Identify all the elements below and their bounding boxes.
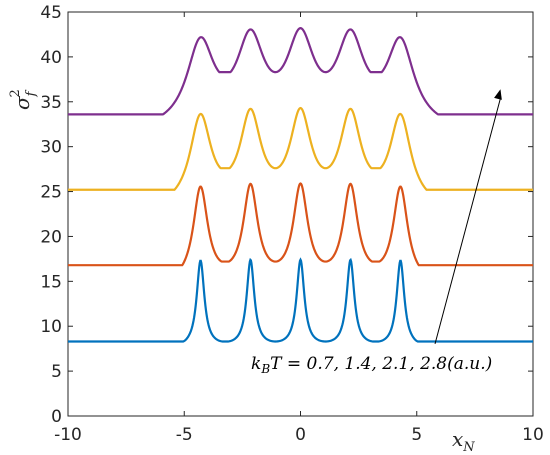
series-line-0.7 bbox=[68, 257, 533, 343]
annotation-text: kBT = 0.7, 1.4, 2.1, 2.8(a.u.) bbox=[251, 354, 492, 376]
y-tick-label: 30 bbox=[40, 138, 62, 158]
x-tick-label: -10 bbox=[54, 425, 82, 445]
y-tick-label: 5 bbox=[51, 362, 62, 382]
annotation-arrow bbox=[434, 98, 501, 345]
y-tick-label: 25 bbox=[40, 183, 62, 203]
temperature-annotation: kBT = 0.7, 1.4, 2.1, 2.8(a.u.) bbox=[251, 89, 502, 376]
x-axis-label: xN bbox=[452, 427, 475, 455]
x-axis-label-sub: N bbox=[462, 440, 475, 455]
y-tick-label: 35 bbox=[40, 93, 62, 113]
y-axis-label-sub: f bbox=[24, 89, 39, 97]
series-line-2.1 bbox=[68, 106, 533, 191]
axes: 0 5 10 15 20 25 30 35 40 45 -10 -5 0 5 10 bbox=[40, 3, 543, 445]
y-tick-label: 15 bbox=[40, 272, 62, 292]
x-tick-label: 10 bbox=[522, 425, 544, 445]
y-tick-label: 20 bbox=[40, 227, 62, 247]
y-axis-label: σf2 bbox=[8, 89, 39, 110]
y-tick-label: 0 bbox=[51, 407, 62, 427]
x-tick-label: 0 bbox=[295, 425, 306, 445]
plot-area bbox=[67, 11, 534, 417]
annotation-arrow-head bbox=[494, 89, 502, 100]
y-tick-label: 10 bbox=[40, 317, 62, 337]
series-line-2.8 bbox=[68, 27, 533, 116]
x-tick-label: 5 bbox=[411, 425, 422, 445]
y-axis-label-sup: 2 bbox=[8, 89, 23, 97]
y-tick-label: 45 bbox=[40, 3, 62, 23]
x-tick-label: -5 bbox=[176, 425, 193, 445]
y-tick-label: 40 bbox=[40, 48, 62, 68]
